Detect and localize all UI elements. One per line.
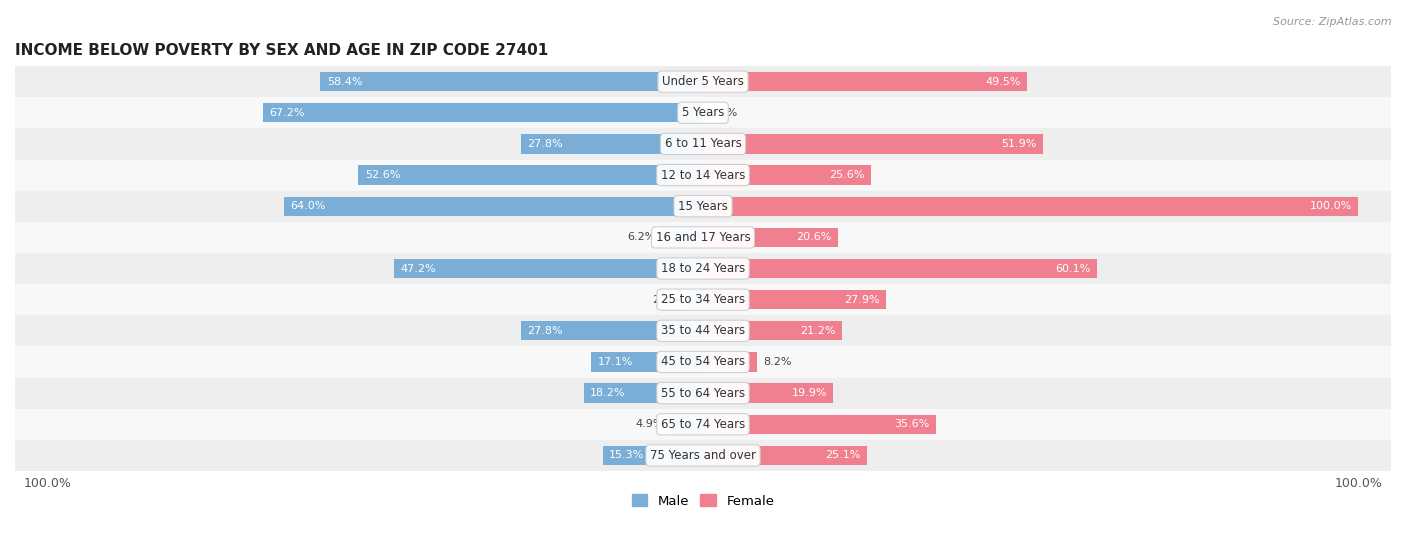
Text: 5 Years: 5 Years	[682, 106, 724, 119]
Text: 55 to 64 Years: 55 to 64 Years	[661, 387, 745, 400]
Text: 8.2%: 8.2%	[763, 357, 792, 367]
Bar	[359, 165, 703, 184]
Bar	[703, 259, 1097, 278]
Text: 52.6%: 52.6%	[366, 170, 401, 180]
Bar	[15, 440, 1391, 471]
Text: 2.5%: 2.5%	[652, 295, 681, 305]
Text: Source: ZipAtlas.com: Source: ZipAtlas.com	[1274, 17, 1392, 27]
Bar	[603, 446, 703, 465]
Text: 15 Years: 15 Years	[678, 200, 728, 213]
Text: 12 to 14 Years: 12 to 14 Years	[661, 169, 745, 182]
Text: 58.4%: 58.4%	[326, 77, 363, 87]
Bar	[15, 409, 1391, 440]
Bar	[703, 383, 834, 403]
Bar	[15, 222, 1391, 253]
Bar	[15, 66, 1391, 97]
Text: 18.2%: 18.2%	[591, 388, 626, 398]
Text: 4.9%: 4.9%	[636, 419, 665, 429]
Bar	[321, 72, 703, 91]
Text: 45 to 54 Years: 45 to 54 Years	[661, 356, 745, 368]
Text: 75 Years and over: 75 Years and over	[650, 449, 756, 462]
Legend: Male, Female: Male, Female	[626, 489, 780, 513]
Bar	[703, 446, 868, 465]
Bar	[583, 383, 703, 403]
Bar	[15, 347, 1391, 377]
Text: 25 to 34 Years: 25 to 34 Years	[661, 293, 745, 306]
Bar	[703, 72, 1028, 91]
Bar	[703, 165, 870, 184]
Bar	[284, 197, 703, 216]
Text: 0.0%: 0.0%	[710, 108, 738, 118]
Text: 21.2%: 21.2%	[800, 326, 835, 336]
Text: 64.0%: 64.0%	[290, 201, 326, 211]
Bar	[15, 377, 1391, 409]
Text: 27.8%: 27.8%	[527, 139, 562, 149]
Bar	[15, 129, 1391, 159]
Bar	[703, 415, 936, 434]
Bar	[703, 197, 1358, 216]
Text: 67.2%: 67.2%	[269, 108, 305, 118]
Bar	[662, 228, 703, 247]
Text: 15.3%: 15.3%	[609, 451, 644, 461]
Bar	[703, 134, 1043, 154]
Bar	[15, 191, 1391, 222]
Text: 16 and 17 Years: 16 and 17 Years	[655, 231, 751, 244]
Text: 49.5%: 49.5%	[986, 77, 1021, 87]
Text: 100.0%: 100.0%	[1309, 201, 1351, 211]
Text: 35 to 44 Years: 35 to 44 Years	[661, 324, 745, 337]
Text: 18 to 24 Years: 18 to 24 Years	[661, 262, 745, 275]
Text: 35.6%: 35.6%	[894, 419, 929, 429]
Text: 25.1%: 25.1%	[825, 451, 860, 461]
Text: 17.1%: 17.1%	[598, 357, 633, 367]
Bar	[671, 415, 703, 434]
Text: INCOME BELOW POVERTY BY SEX AND AGE IN ZIP CODE 27401: INCOME BELOW POVERTY BY SEX AND AGE IN Z…	[15, 43, 548, 58]
Bar	[15, 159, 1391, 191]
Bar	[520, 321, 703, 340]
Bar	[15, 315, 1391, 347]
Text: Under 5 Years: Under 5 Years	[662, 75, 744, 88]
Text: 65 to 74 Years: 65 to 74 Years	[661, 418, 745, 431]
Bar	[15, 284, 1391, 315]
Text: 27.8%: 27.8%	[527, 326, 562, 336]
Bar	[703, 352, 756, 372]
Text: 47.2%: 47.2%	[401, 263, 436, 273]
Bar	[703, 228, 838, 247]
Text: 27.9%: 27.9%	[844, 295, 879, 305]
Bar	[15, 97, 1391, 129]
Bar	[263, 103, 703, 122]
Text: 19.9%: 19.9%	[792, 388, 827, 398]
Bar	[686, 290, 703, 309]
Bar	[703, 290, 886, 309]
Text: 6 to 11 Years: 6 to 11 Years	[665, 138, 741, 150]
Bar	[394, 259, 703, 278]
Bar	[591, 352, 703, 372]
Text: 25.6%: 25.6%	[828, 170, 865, 180]
Bar	[703, 321, 842, 340]
Bar	[520, 134, 703, 154]
Bar	[15, 253, 1391, 284]
Text: 20.6%: 20.6%	[796, 233, 831, 243]
Text: 51.9%: 51.9%	[1001, 139, 1036, 149]
Text: 60.1%: 60.1%	[1054, 263, 1090, 273]
Text: 6.2%: 6.2%	[627, 233, 655, 243]
